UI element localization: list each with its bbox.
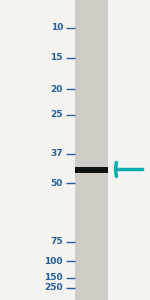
Text: 250: 250	[44, 284, 63, 292]
Text: 15: 15	[51, 53, 63, 62]
Bar	[0, 0, 75, 300]
Text: 37: 37	[50, 149, 63, 158]
Text: 100: 100	[45, 256, 63, 266]
Bar	[108, 0, 150, 300]
Bar	[75, 0, 108, 300]
Text: 50: 50	[51, 178, 63, 188]
Text: 25: 25	[51, 110, 63, 119]
Text: 150: 150	[44, 273, 63, 282]
Text: 20: 20	[51, 85, 63, 94]
Text: 75: 75	[50, 237, 63, 246]
Text: 10: 10	[51, 23, 63, 32]
Bar	[75, 167, 108, 172]
